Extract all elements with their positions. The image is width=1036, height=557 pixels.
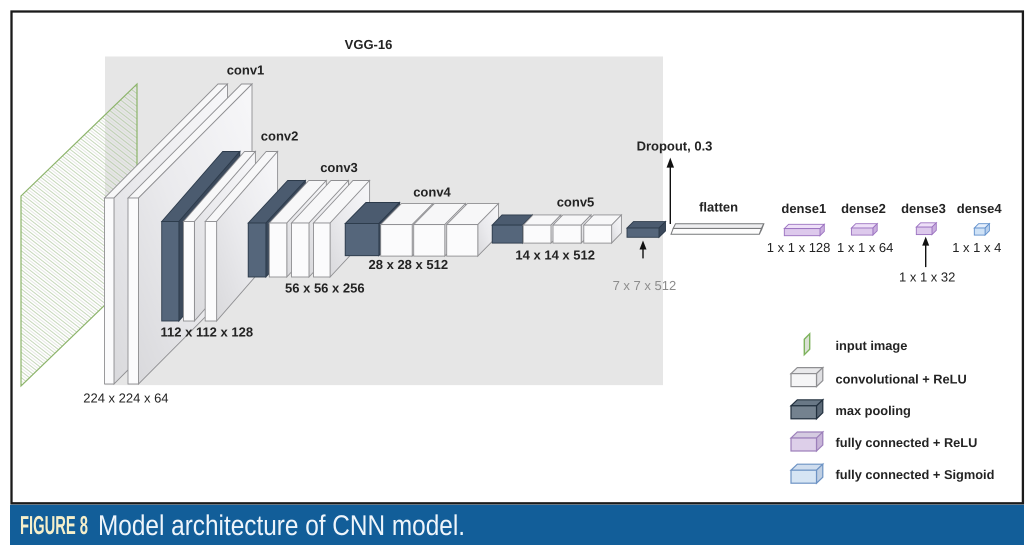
svg-text:1 x 1 x 32: 1 x 1 x 32 <box>899 270 955 285</box>
svg-text:14 x 14 x 512: 14 x 14 x 512 <box>515 248 595 263</box>
svg-text:Dropout, 0.3: Dropout, 0.3 <box>637 139 713 154</box>
svg-text:56 x 56 x 256: 56 x 56 x 256 <box>285 281 365 296</box>
svg-text:dense2: dense2 <box>841 201 886 216</box>
svg-text:convolutional + ReLU: convolutional + ReLU <box>836 371 967 386</box>
svg-text:112 x 112 x 128: 112 x 112 x 128 <box>161 325 254 340</box>
svg-text:dense1: dense1 <box>781 201 826 216</box>
svg-text:dense3: dense3 <box>901 201 946 216</box>
svg-text:input image: input image <box>836 338 908 353</box>
svg-text:max pooling: max pooling <box>836 403 911 418</box>
svg-text:conv4: conv4 <box>413 185 451 200</box>
svg-text:7 x 7 x 512: 7 x 7 x 512 <box>613 278 677 293</box>
svg-text:1 x 1 x 128: 1 x 1 x 128 <box>767 240 831 255</box>
svg-text:conv3: conv3 <box>320 160 358 175</box>
svg-text:conv1: conv1 <box>227 63 265 78</box>
svg-text:dense4: dense4 <box>957 201 1003 216</box>
svg-text:1 x 1 x 4: 1 x 1 x 4 <box>952 240 1001 255</box>
svg-text:conv2: conv2 <box>261 129 299 144</box>
svg-text:224 x 224 x 64: 224 x 224 x 64 <box>83 391 168 406</box>
svg-text:conv5: conv5 <box>557 195 595 210</box>
svg-text:1 x 1 x 64: 1 x 1 x 64 <box>837 240 893 255</box>
svg-text:fully connected + ReLU: fully connected + ReLU <box>836 435 978 450</box>
svg-text:flatten: flatten <box>699 200 738 215</box>
svg-text:Model architecture of CNN mode: Model architecture of CNN model. <box>98 510 465 542</box>
svg-text:FIGURE 8: FIGURE 8 <box>20 510 88 540</box>
svg-text:28 x 28 x 512: 28 x 28 x 512 <box>369 257 449 272</box>
svg-text:VGG-16: VGG-16 <box>345 37 393 52</box>
svg-text:fully connected + Sigmoid: fully connected + Sigmoid <box>836 467 995 482</box>
